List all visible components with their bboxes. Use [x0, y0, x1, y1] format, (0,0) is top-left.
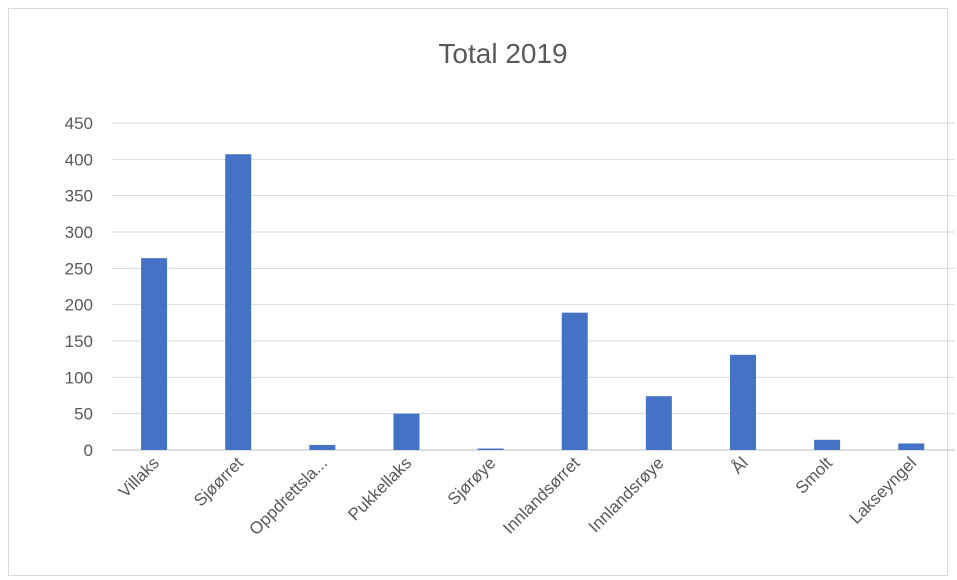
bar: [645, 396, 672, 450]
x-category-label: Lakseyngel: [846, 453, 920, 527]
bar: [729, 354, 756, 450]
x-category-label: Sjøørret: [190, 453, 247, 510]
x-category-label: Smolt: [792, 453, 836, 497]
chart-title: Total 2019: [438, 38, 567, 69]
bar: [898, 443, 925, 450]
x-category-label: Oppdrettsla...: [246, 453, 332, 539]
x-category-label: Innlandsrøye: [585, 453, 668, 536]
y-tick-label: 100: [65, 368, 93, 387]
y-tick-label: 150: [65, 332, 93, 351]
y-tick-label: 0: [84, 441, 93, 460]
y-tick-label: 250: [65, 259, 93, 278]
x-category-label: Villaks: [115, 453, 163, 501]
bar: [477, 448, 504, 450]
y-tick-label: 350: [65, 187, 93, 206]
y-axis-ticks: 0 50 100 150 200 250 300 350 400 450: [65, 114, 93, 460]
bar: [309, 444, 336, 450]
x-category-label: Sjørøye: [444, 453, 500, 509]
bar: [141, 258, 168, 450]
bars: [141, 154, 925, 450]
y-tick-label: 400: [65, 150, 93, 169]
y-tick-label: 450: [65, 114, 93, 133]
y-tick-label: 50: [74, 405, 93, 424]
bar: [561, 312, 588, 450]
x-category-label: Pukkellaks: [344, 453, 415, 524]
bar: [393, 413, 420, 450]
bar: [814, 439, 841, 450]
y-tick-label: 300: [65, 223, 93, 242]
bar: [225, 154, 252, 450]
y-tick-label: 200: [65, 296, 93, 315]
x-category-label: Ål: [728, 453, 752, 477]
x-category-label: Innlandsørret: [499, 453, 583, 537]
